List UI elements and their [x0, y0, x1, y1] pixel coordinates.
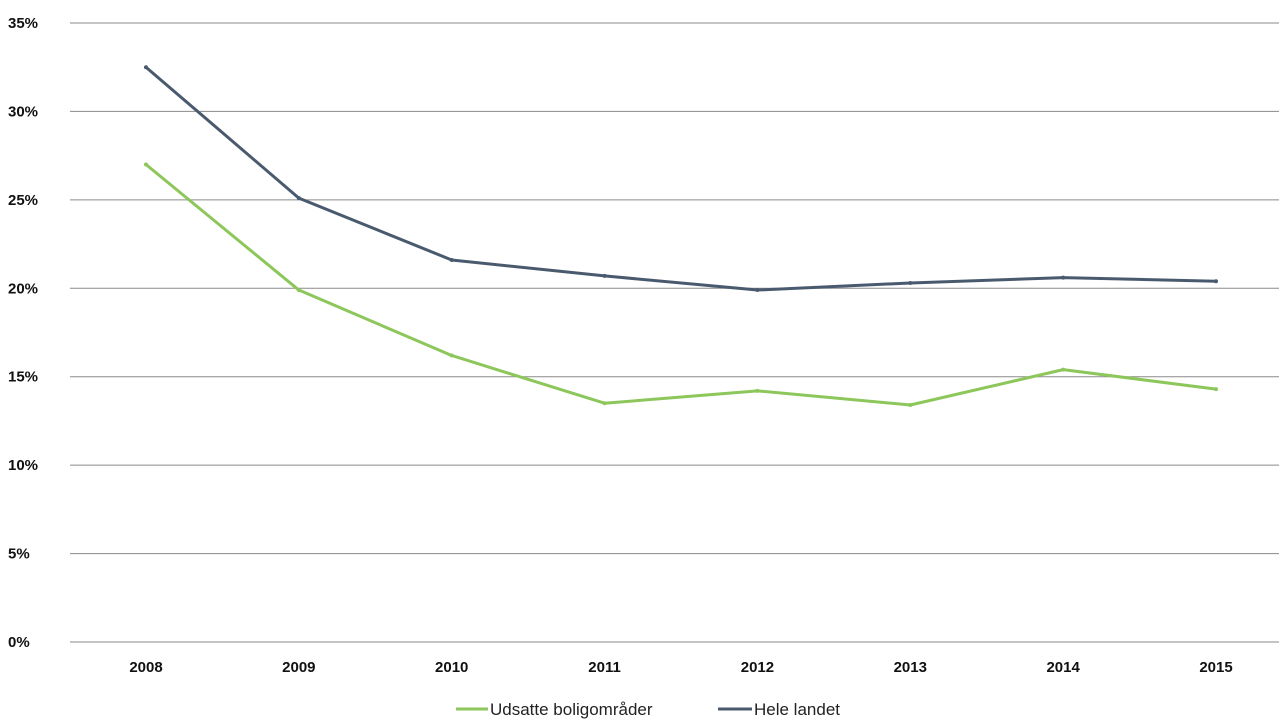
data-point: [296, 196, 301, 201]
y-tick-label: 15%: [8, 369, 38, 386]
data-point: [1061, 367, 1066, 372]
y-tick-label: 10%: [8, 457, 38, 474]
x-tick-label: 2009: [282, 659, 315, 676]
data-point: [296, 288, 301, 293]
x-tick-label: 2010: [435, 659, 468, 676]
data-point: [755, 288, 760, 293]
data-point: [602, 401, 607, 406]
legend-label: Hele landet: [754, 700, 840, 719]
data-point: [755, 388, 760, 393]
y-tick-label: 35%: [8, 15, 38, 32]
y-tick-label: 5%: [8, 546, 30, 563]
data-point: [1061, 275, 1066, 280]
x-tick-label: 2015: [1199, 659, 1232, 676]
data-point: [144, 162, 148, 167]
y-tick-label: 30%: [8, 103, 38, 120]
x-tick-label: 2013: [894, 659, 927, 676]
y-tick-label: 0%: [8, 634, 30, 651]
x-tick-label: 2012: [741, 659, 774, 676]
x-tick-label: 2008: [129, 659, 162, 676]
data-point: [144, 65, 148, 70]
y-tick-label: 25%: [8, 192, 38, 209]
y-tick-label: 20%: [8, 280, 38, 297]
data-point: [449, 353, 454, 358]
data-point: [602, 273, 607, 278]
legend: Udsatte boligområder Hele landet: [456, 700, 840, 719]
data-point: [908, 280, 913, 285]
x-tick-label: 2011: [588, 659, 621, 676]
data-point: [908, 403, 913, 408]
legend-label: Udsatte boligområder: [490, 700, 653, 719]
data-point: [1214, 387, 1218, 392]
data-point: [1214, 279, 1218, 284]
x-axis-ticks: 2008 2009 2010 2011 2012 2013 2014 2015: [129, 659, 1232, 676]
y-axis-ticks: 0% 5% 10% 15% 20% 25% 30% 35%: [8, 15, 38, 651]
data-point: [449, 257, 454, 262]
series-lines: [144, 65, 1218, 408]
x-tick-label: 2014: [1046, 659, 1080, 676]
gridlines: [70, 22, 1279, 643]
series-line-0: [144, 162, 1218, 407]
series-line-1: [144, 65, 1218, 292]
